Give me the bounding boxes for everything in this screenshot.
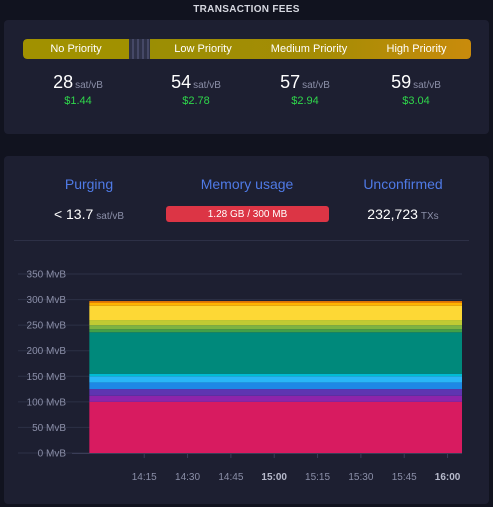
y-tick-label: 250 MvB xyxy=(27,321,67,332)
purging-value: < 13.7 xyxy=(53,206,94,222)
fee-medium-priority: 57 sat/vB $2.94 xyxy=(250,72,360,107)
divider xyxy=(14,240,469,241)
fee-value: 54 xyxy=(171,72,192,92)
priority-segment[interactable]: Low Priority Medium Priority High Priori… xyxy=(150,39,471,59)
fee-usd: $1.44 xyxy=(64,95,92,107)
x-tick-label: 14:45 xyxy=(218,472,243,483)
area-layer xyxy=(89,305,462,321)
fee-no-priority: 28 sat/vB $1.44 xyxy=(23,72,133,107)
memory-usage-value: 1.28 GB / 300 MB xyxy=(207,208,288,220)
x-tick-label: 15:30 xyxy=(348,472,373,483)
fee-unit: sat/vB xyxy=(75,80,103,91)
low-priority-label: Low Priority xyxy=(174,43,232,55)
fee-priority-bar: No Priority Low Priority Medium Priority… xyxy=(23,39,471,59)
y-tick-label: 150 MvB xyxy=(27,372,67,383)
area-layer xyxy=(89,325,462,330)
fee-usd: $2.78 xyxy=(182,95,210,107)
fee-unit: sat/vB xyxy=(413,80,441,91)
transaction-fees-card: No Priority Low Priority Medium Priority… xyxy=(4,20,489,134)
mempool-card: Purging Memory usage Unconfirmed < 13.7 s… xyxy=(4,156,489,504)
no-priority-label: No Priority xyxy=(50,43,102,55)
x-tick-label: 15:00 xyxy=(261,472,287,483)
y-tick-label: 0 MvB xyxy=(38,449,67,460)
purging-unit: sat/vB xyxy=(96,211,125,222)
area-layer xyxy=(89,332,462,374)
area-layer xyxy=(89,320,462,326)
area-layer xyxy=(89,302,462,306)
fee-value: 59 xyxy=(391,72,412,92)
unconfirmed-label: Unconfirmed xyxy=(363,176,443,192)
area-layer xyxy=(89,382,462,390)
medium-priority-label: Medium Priority xyxy=(270,43,348,55)
fee-high-priority: 59 sat/vB $3.04 xyxy=(361,72,471,107)
fee-unit: sat/vB xyxy=(302,80,330,91)
page-title: TRANSACTION FEES xyxy=(193,4,300,15)
x-tick-label: 16:00 xyxy=(435,472,461,483)
y-tick-label: 50 MvB xyxy=(32,423,66,434)
high-priority-label: High Priority xyxy=(386,43,447,55)
unconfirmed-unit: TXs xyxy=(420,211,439,222)
memory-usage-label: Memory usage xyxy=(200,176,294,192)
area-layer xyxy=(89,395,462,402)
x-tick-label: 15:15 xyxy=(305,472,330,483)
area-layer xyxy=(89,389,462,396)
mempool-size-chart[interactable]: 0 MvB 50 MvB 100 MvB 150 MvB 200 MvB 250 MvB 3… xyxy=(4,156,489,504)
unconfirmed-value: 232,723 xyxy=(367,206,418,222)
fee-usd: $2.94 xyxy=(291,95,319,107)
fee-unit: sat/vB xyxy=(193,80,221,91)
unconfirmed-value-group: 232,723 TXs xyxy=(328,206,478,222)
purging-value-group: < 13.7 sat/vB xyxy=(14,206,164,222)
area-layer xyxy=(89,329,462,333)
area-layer xyxy=(89,376,462,383)
purging-label: Purging xyxy=(64,176,114,192)
x-tick-label: 14:30 xyxy=(175,472,200,483)
area-layer xyxy=(89,401,462,453)
y-tick-label: 350 MvB xyxy=(27,270,67,281)
fee-usd: $3.04 xyxy=(402,95,430,107)
y-tick-label: 100 MvB xyxy=(27,397,67,408)
memory-usage-bar: 1.28 GB / 300 MB xyxy=(166,206,329,222)
area-layer xyxy=(89,373,462,377)
no-priority-segment[interactable]: No Priority xyxy=(23,39,129,59)
y-tick-label: 300 MvB xyxy=(27,295,67,306)
y-tick-label: 200 MvB xyxy=(27,346,67,357)
fee-bar-gap xyxy=(129,39,150,59)
x-tick-label: 15:45 xyxy=(392,472,417,483)
fee-value: 57 xyxy=(280,72,301,92)
fee-value: 28 xyxy=(53,72,74,92)
fee-low-priority: 54 sat/vB $2.78 xyxy=(141,72,251,107)
x-tick-label: 14:15 xyxy=(132,472,157,483)
area-layer xyxy=(89,301,462,303)
